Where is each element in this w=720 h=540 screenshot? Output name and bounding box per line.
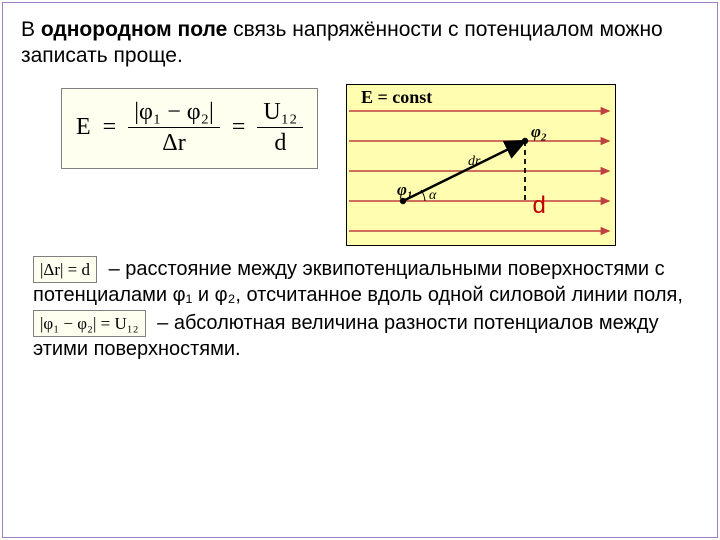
d-label-overlay: d xyxy=(532,192,545,220)
diagram-wrapper: E = const φ₁ φ₂ α dr d xyxy=(346,84,616,246)
explanation-block: |Δr| = d – расстояние между эквипотенциа… xyxy=(3,246,717,363)
inline-formula-2: |φ₁ − φ₂| = U₁₂ xyxy=(33,310,146,337)
explanation-line2: |φ₁ − φ₂| = U₁₂ – абсолютная величина ра… xyxy=(33,310,691,362)
field-diagram: E = const φ₁ φ₂ α dr xyxy=(346,84,616,246)
fraction-2: U₁₂ d xyxy=(257,99,303,157)
explanation-line1: |Δr| = d – расстояние между эквипотенциа… xyxy=(33,256,691,308)
inline-formula-1: |Δr| = d xyxy=(33,256,97,283)
slide-frame: В однородном поле связь напряжённости с … xyxy=(2,2,718,538)
equals-1: = xyxy=(103,114,117,141)
equals-2: = xyxy=(232,114,246,141)
intro-text: В однородном поле связь напряжённости с … xyxy=(3,3,717,78)
content-row: E = |φ₁ − φ₂| Δr = U₁₂ d E = const φ₁ φ₂ α d… xyxy=(3,80,717,246)
svg-text:dr: dr xyxy=(468,154,481,169)
svg-text:α: α xyxy=(429,188,437,203)
explanation-text-1: – расстояние между эквипотенциальными по… xyxy=(33,257,683,305)
fraction-1: |φ₁ − φ₂| Δr xyxy=(128,99,220,157)
frac2-num: U₁₂ xyxy=(257,99,303,128)
frac2-den: d xyxy=(268,128,292,156)
svg-text:φ₁: φ₁ xyxy=(397,180,413,199)
svg-text:E = const: E = const xyxy=(361,87,432,107)
svg-text:φ₂: φ₂ xyxy=(531,122,547,141)
frac1-num: |φ₁ − φ₂| xyxy=(128,99,220,128)
formula-E: E xyxy=(76,114,91,141)
intro-bold: однородном поле xyxy=(41,18,227,41)
intro-part1: В xyxy=(21,18,41,41)
diagram-svg: E = const φ₁ φ₂ α dr xyxy=(347,85,615,245)
main-formula: E = |φ₁ − φ₂| Δr = U₁₂ d xyxy=(61,88,318,170)
frac1-den: Δr xyxy=(156,128,191,156)
